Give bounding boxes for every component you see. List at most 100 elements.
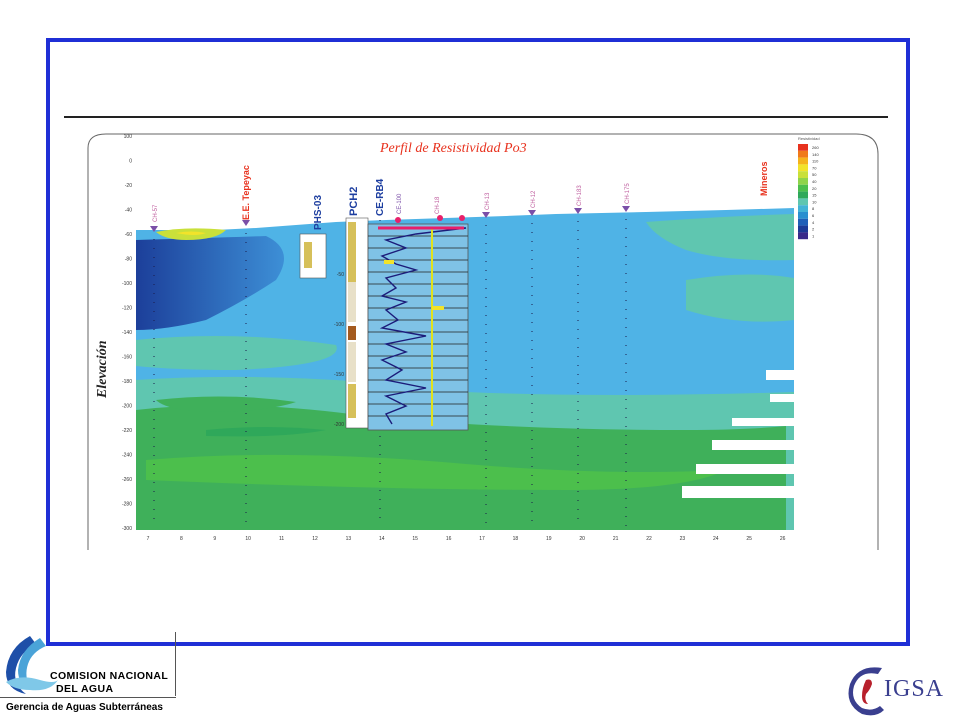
x-axis-ticks: 7 8 9 10 11 12 13 14 15 16 17 18 19 20 21 22 23 24 25 26 — [147, 536, 786, 542]
well-label: PHS-03 — [313, 195, 324, 230]
legend-value: 140 — [812, 152, 819, 157]
deep-blue-zone-left — [136, 236, 284, 330]
legend-swatch — [798, 171, 808, 178]
legend-swatch — [798, 157, 808, 165]
y-tick-label: -200 — [122, 404, 132, 410]
y-tick-label: -220 — [122, 428, 132, 434]
log-depth-tick: -150 — [334, 372, 344, 378]
y-tick-label: -160 — [122, 355, 132, 361]
legend-value: 260 — [812, 145, 819, 150]
legend-swatch — [798, 198, 808, 206]
legend-value: 70 — [812, 165, 817, 170]
conagua-logo — [0, 628, 215, 720]
x-tick-label: 12 — [312, 536, 318, 542]
y-tick-label: -20 — [125, 183, 132, 189]
y-axis-label: Elevación — [95, 340, 110, 399]
legend-value: 6 — [812, 213, 815, 218]
y-tick-label: -40 — [125, 208, 132, 214]
resistivity-log-curve — [379, 227, 467, 425]
y-tick-label: 0 — [129, 159, 132, 165]
legend-swatch — [798, 191, 808, 199]
legend-value: 2 — [812, 227, 815, 232]
y-tick-label: -280 — [122, 502, 132, 508]
x-tick-label: 20 — [579, 536, 585, 542]
title-rule — [64, 116, 888, 118]
x-tick-label: 15 — [412, 536, 418, 542]
log-depth-ticks: -50 -100 -150 -200 — [334, 272, 344, 428]
plot-border — [87, 133, 879, 550]
y-tick-label: -140 — [122, 330, 132, 336]
x-tick-label: 18 — [513, 536, 519, 542]
log-depth-tick: -50 — [337, 272, 344, 278]
legend-value: 8 — [812, 206, 815, 211]
well-label: CH-12 — [531, 190, 537, 208]
agency-name-line2: DEL AGUA — [56, 683, 114, 695]
conagua-divider-vertical — [175, 632, 176, 696]
x-tick-label: 25 — [746, 536, 752, 542]
legend-value: 15 — [812, 193, 817, 198]
x-tick-label: 22 — [646, 536, 652, 542]
slide-frame — [46, 38, 910, 646]
y-tick-label: -300 — [122, 526, 132, 532]
x-tick-label: 24 — [713, 536, 719, 542]
x-tick-label: 14 — [379, 536, 385, 542]
legend-swatch — [798, 232, 808, 240]
legend-value: 1 — [812, 233, 815, 238]
y-tick-label: -260 — [122, 477, 132, 483]
legend-swatch — [798, 164, 808, 172]
well-label: CH-175 — [625, 183, 631, 204]
legend-swatch — [798, 212, 808, 219]
x-tick-label: 26 — [780, 536, 786, 542]
x-tick-label: 19 — [546, 536, 552, 542]
y-tick-label: -180 — [122, 379, 132, 385]
figure-title: Perfil de Resistividad Po3 — [379, 141, 527, 156]
legend-swatch — [798, 205, 808, 212]
well-label: PCH2 — [348, 187, 360, 216]
legend-value: 110 — [812, 159, 819, 164]
y-tick-label: -120 — [122, 306, 132, 312]
well-label: E.E. Tepeyac — [241, 165, 251, 220]
well-label: CH-57 — [153, 204, 159, 222]
y-tick-label: 100 — [124, 134, 133, 140]
x-tick-label: 16 — [446, 536, 452, 542]
well-label: CE-100 — [397, 193, 403, 214]
agency-subtitle: Gerencia de Aguas Subterráneas — [6, 702, 163, 713]
x-tick-label: 13 — [346, 536, 352, 542]
legend-value: 4 — [812, 220, 815, 225]
x-tick-label: 17 — [479, 536, 485, 542]
legend-swatch — [798, 178, 808, 185]
legend-swatch — [798, 144, 808, 151]
x-tick-label: 10 — [245, 536, 251, 542]
y-axis-ticks: 100 0 -20 -40 -60 -80 -100 -120 -140 -160 -180 -200… — [122, 134, 132, 532]
legend-value: 20 — [812, 186, 817, 191]
log-depth-tick: -200 — [334, 422, 344, 428]
y-tick-label: -60 — [125, 232, 132, 238]
well-label: CH-18 — [435, 196, 441, 214]
x-tick-label: 23 — [680, 536, 686, 542]
legend-swatch — [798, 184, 808, 192]
well-labels: CH-57 E.E. Tepeyac PHS-03 PCH2 CE-RB4 CE-100 C… — [153, 161, 769, 230]
x-tick-label: 9 — [213, 536, 216, 542]
x-tick-label: 8 — [180, 536, 183, 542]
x-tick-label: 21 — [613, 536, 619, 542]
well-label: Mineros — [759, 161, 769, 196]
conagua-divider-horizontal — [0, 697, 176, 698]
legend-value: 10 — [812, 199, 817, 204]
x-tick-label: 11 — [279, 536, 284, 542]
well-label: CH-183 — [577, 185, 583, 206]
legend-value: 40 — [812, 179, 817, 184]
legend-title: Resistividad — [798, 136, 820, 141]
teal-band-right-top — [646, 214, 794, 261]
y-tick-label: -240 — [122, 453, 132, 459]
well-label: CH-13 — [485, 192, 491, 210]
resistivity-profile-figure: 260 140 110 70 50 40 20 15 10 8 6 4 2 1 Resistividad P… — [86, 130, 882, 554]
x-tick-label: 7 — [147, 536, 150, 542]
legend-swatch — [798, 218, 808, 226]
legend-value: 50 — [812, 172, 817, 177]
legend-swatch — [798, 225, 808, 233]
agency-name-line1: COMISION NACIONAL — [50, 670, 169, 682]
y-tick-label: -100 — [122, 281, 132, 287]
y-tick-label: -80 — [125, 257, 132, 263]
legend-swatch — [798, 150, 808, 158]
